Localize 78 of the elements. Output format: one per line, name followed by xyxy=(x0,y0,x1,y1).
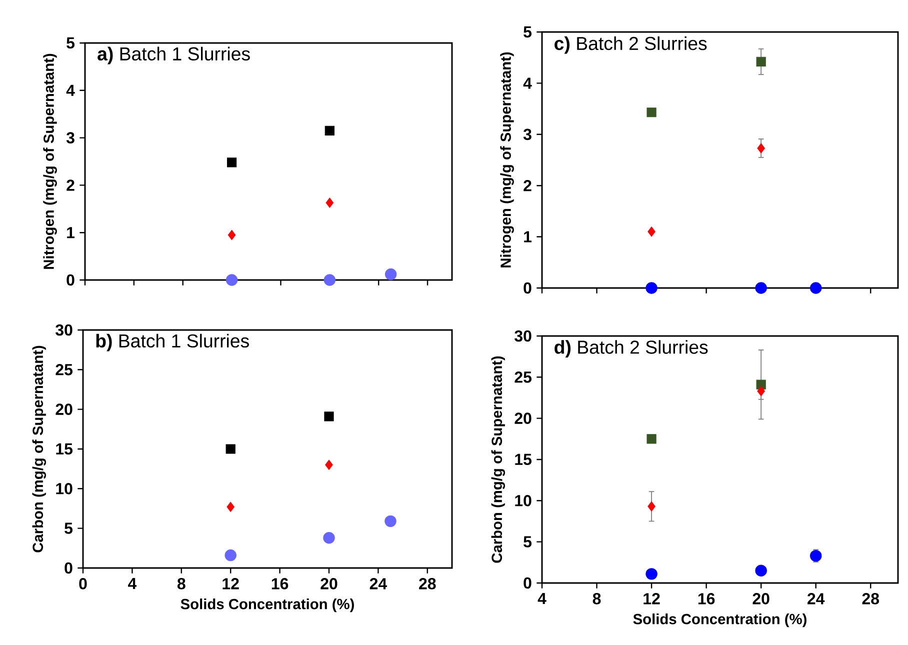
point xyxy=(757,143,765,154)
y-tick-label: 20 xyxy=(56,404,72,415)
chart-title: b) Batch 1 Slurries xyxy=(96,334,249,352)
x-tick-label: 12 xyxy=(644,593,660,604)
y-axis-title: Nitrogen (mg/g of Supernatant) xyxy=(43,54,57,269)
y-tick-label: 10 xyxy=(515,494,532,506)
x-tick-label: 16 xyxy=(272,578,288,590)
y-tick-label: 15 xyxy=(56,443,73,455)
point xyxy=(324,274,336,286)
y-axis-title: Carbon (mg/g of Supernatant) xyxy=(32,346,46,552)
point xyxy=(755,282,767,294)
y-tick-label: 2 xyxy=(524,180,532,192)
point xyxy=(384,515,396,528)
y-tick-label: 30 xyxy=(56,324,72,336)
point xyxy=(326,198,334,208)
point xyxy=(224,549,236,562)
point xyxy=(648,501,656,512)
point xyxy=(226,274,238,286)
y-tick-label: 5 xyxy=(66,37,75,49)
y-tick-label: 0 xyxy=(524,282,532,294)
y-tick-label: 2 xyxy=(66,180,74,191)
y-tick-label: 5 xyxy=(64,522,73,534)
point xyxy=(384,268,397,280)
y-axis-title: Nitrogen (mg/g of Supernatant) xyxy=(500,52,514,268)
point xyxy=(756,380,766,390)
x-axis-title: Solids Concentration (%) xyxy=(180,598,354,612)
y-tick-label: 1 xyxy=(67,227,75,238)
x-tick-label: 24 xyxy=(808,593,825,604)
x-tick-label: 28 xyxy=(419,578,436,590)
point xyxy=(226,502,234,512)
chart-title: d) Batch 2 Slurries xyxy=(554,340,708,358)
y-tick-label: 5 xyxy=(524,536,532,548)
x-tick-label: 8 xyxy=(592,593,601,604)
x-tick-label: 4 xyxy=(538,593,546,604)
y-tick-label: 3 xyxy=(66,132,74,144)
y-tick-label: 4 xyxy=(66,84,75,96)
y-tick-label: 25 xyxy=(56,364,73,376)
point xyxy=(324,412,334,422)
point xyxy=(226,444,236,454)
x-tick-label: 4 xyxy=(128,578,137,590)
y-tick-label: 30 xyxy=(514,330,532,342)
y-tick-label: 10 xyxy=(56,482,72,494)
x-axis-title: Solids Concentration (%) xyxy=(633,614,806,628)
point xyxy=(324,126,334,136)
point xyxy=(810,282,822,294)
x-tick-label: 20 xyxy=(320,578,338,590)
point xyxy=(648,226,656,237)
point xyxy=(646,568,658,580)
y-tick-label: 20 xyxy=(514,412,532,424)
y-tick-label: 0 xyxy=(66,274,74,286)
point xyxy=(646,282,658,294)
y-tick-label: 4 xyxy=(523,78,532,89)
y-tick-label: 3 xyxy=(523,128,532,140)
y-tick-label: 25 xyxy=(514,371,532,383)
point xyxy=(810,550,822,562)
x-tick-label: 24 xyxy=(370,578,387,590)
y-tick-label: 15 xyxy=(515,454,532,466)
x-tick-label: 12 xyxy=(222,578,239,590)
point xyxy=(228,230,236,240)
point xyxy=(757,386,765,396)
x-tick-label: 28 xyxy=(862,593,880,604)
y-tick-label: 1 xyxy=(524,231,532,242)
x-tick-label: 20 xyxy=(752,593,770,604)
point xyxy=(325,460,333,470)
point xyxy=(646,434,656,444)
point xyxy=(323,532,335,544)
x-tick-label: 0 xyxy=(79,578,87,590)
x-tick-label: 8 xyxy=(177,578,186,590)
point xyxy=(755,564,767,577)
y-tick-label: 5 xyxy=(524,26,532,38)
point xyxy=(756,56,766,66)
point xyxy=(226,158,237,168)
chart-title: a) Batch 1 Slurries xyxy=(98,46,250,64)
chart-title: c) Batch 2 Slurries xyxy=(554,36,707,54)
point xyxy=(646,108,656,118)
y-axis-title: Carbon (mg/g of Supernatant) xyxy=(491,356,506,563)
y-tick-label: 0 xyxy=(64,562,72,574)
x-tick-label: 16 xyxy=(698,593,715,604)
